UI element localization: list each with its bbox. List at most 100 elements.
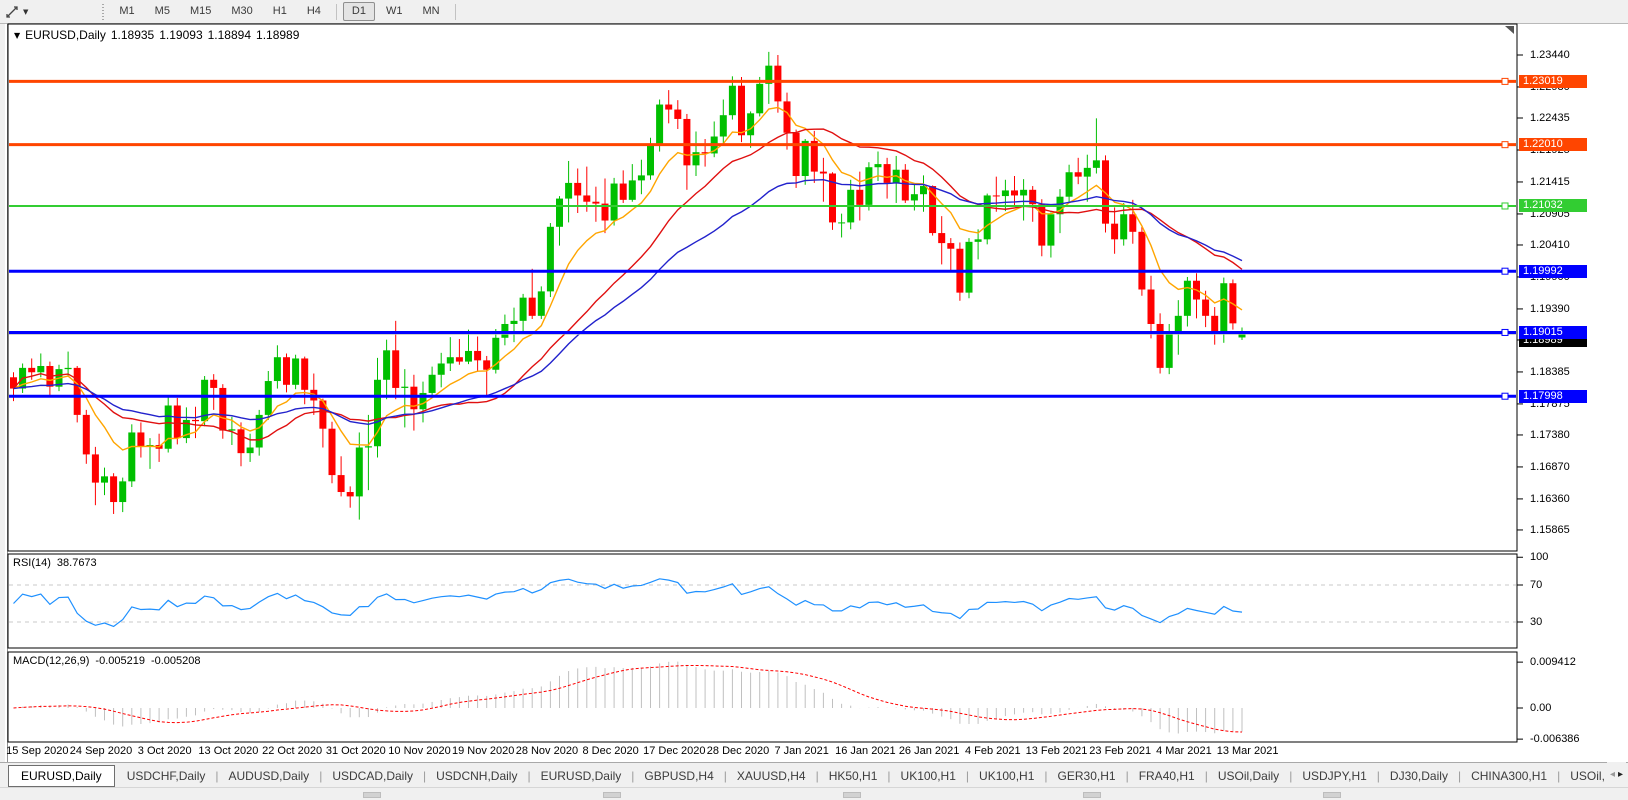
toolbar-grip[interactable]	[101, 3, 106, 20]
date-tick-label: 4 Mar 2021	[1156, 745, 1212, 757]
tab-scroll-left-icon[interactable]: ◂	[1609, 769, 1615, 780]
tab-separator: |	[527, 768, 531, 783]
chart-tab-3[interactable]: USDCAD,Daily	[332, 768, 413, 783]
candle-body	[392, 350, 400, 388]
candle-body	[647, 145, 654, 176]
candle-body	[810, 140, 818, 172]
candle-body	[492, 337, 500, 370]
candle-body	[519, 297, 527, 321]
candle-body	[592, 201, 600, 204]
timeframe-button-w1[interactable]: W1	[385, 5, 403, 17]
candle-body	[1174, 315, 1182, 334]
line-end-handle[interactable]	[1501, 267, 1509, 275]
line-end-handle[interactable]	[1501, 392, 1509, 400]
candle-body	[1038, 204, 1046, 246]
candle-body	[992, 195, 1000, 197]
line-end-handle[interactable]	[1501, 202, 1509, 210]
cursor-tool-button[interactable]: ▼	[2, 3, 31, 21]
status-strip-mark	[603, 792, 621, 798]
candle-body	[619, 183, 627, 200]
date-tick-label: 13 Feb 2021	[1025, 745, 1088, 757]
chart-tab-5[interactable]: EURUSD,Daily	[540, 768, 622, 783]
timeframe-button-d1[interactable]: D1	[342, 2, 375, 21]
candle-body	[510, 320, 518, 324]
tab-separator: |	[631, 768, 635, 783]
toolbar-separator	[335, 3, 337, 20]
chart-tab-11[interactable]: GER30,H1	[1057, 768, 1116, 783]
chart-tab-12[interactable]: FRA40,H1	[1138, 768, 1195, 783]
candle-body	[883, 164, 891, 183]
candle-body	[1020, 189, 1028, 196]
status-strip-mark	[1323, 792, 1341, 798]
tab-separator: |	[1376, 768, 1380, 783]
tab-separator: |	[1044, 768, 1048, 783]
timeframe-button-m1[interactable]: M1	[119, 5, 135, 17]
chart-tab-10[interactable]: UK100,H1	[979, 768, 1035, 783]
candle-body	[801, 140, 809, 177]
candle-body	[819, 171, 827, 174]
tab-scroll-right-icon[interactable]: ▸	[1617, 769, 1623, 780]
chart-tab-16[interactable]: CHINA300,H1	[1471, 768, 1548, 783]
candle-body	[1129, 214, 1137, 232]
candle-body	[656, 104, 664, 146]
chart-tab-9[interactable]: UK100,H1	[900, 768, 956, 783]
chart-tab-2[interactable]: AUDUSD,Daily	[228, 768, 310, 783]
price-tick-label: 1.17380	[1530, 428, 1570, 441]
chart-tab-15[interactable]: DJ30,Daily	[1389, 768, 1448, 783]
quote-open: 1.18935	[110, 28, 155, 42]
candle-body	[856, 189, 864, 205]
collapse-triangle-icon[interactable]: ▼	[14, 30, 21, 40]
candle-body	[838, 222, 846, 224]
candle-body	[874, 164, 882, 168]
chart-tab-7[interactable]: XAUUSD,H4	[736, 768, 806, 783]
timeframe-button-h4[interactable]: H4	[306, 5, 321, 17]
chart-tab-6[interactable]: GBPUSD,H4	[644, 768, 714, 783]
candle-body	[1102, 160, 1109, 224]
price-tick-label: 1.18385	[1530, 365, 1570, 378]
candle-body	[446, 357, 454, 364]
candle-body	[546, 226, 554, 292]
chart-tab-14[interactable]: USDJPY,H1	[1302, 768, 1367, 783]
line-end-handle[interactable]	[1501, 141, 1509, 149]
candle-body	[747, 113, 755, 136]
chart-tab-4[interactable]: USDCNH,Daily	[436, 768, 518, 783]
macd-name: MACD(12,26,9)	[13, 655, 90, 667]
level-price-label: 1.22010	[1519, 138, 1587, 152]
chart-canvas[interactable]	[0, 0, 1628, 762]
candle-body	[929, 186, 937, 234]
timeframe-button-h1[interactable]: H1	[272, 5, 287, 17]
date-tick-label: 17 Dec 2020	[643, 745, 706, 757]
line-end-handle[interactable]	[1501, 328, 1509, 336]
candle-body	[665, 104, 673, 110]
candle-body	[1083, 167, 1091, 177]
price-tick-label: 1.21415	[1530, 175, 1570, 188]
candle-body	[719, 115, 727, 137]
tab-separator: |	[1125, 768, 1129, 783]
candle-body	[974, 239, 982, 242]
candle-body	[938, 233, 946, 244]
chart-tab-17[interactable]: USOil,	[1570, 768, 1605, 783]
candle-body	[91, 454, 99, 483]
candle-body	[237, 429, 245, 454]
quote-high: 1.19093	[159, 28, 203, 42]
candle-body	[1211, 315, 1219, 335]
candle-body	[565, 182, 573, 199]
candle-body	[374, 379, 381, 447]
timeframe-button-m5[interactable]: M5	[154, 5, 170, 17]
timeframe-button-m15[interactable]: M15	[189, 5, 212, 17]
chart-tab-8[interactable]: HK50,H1	[828, 768, 878, 783]
candle-body	[610, 183, 618, 221]
chart-tab-1[interactable]: USDCHF,Daily	[126, 768, 206, 783]
chart-tab-0[interactable]: EURUSD,Daily	[8, 764, 115, 787]
candle-body	[1029, 189, 1037, 205]
candle-body	[792, 132, 800, 177]
candle-body	[28, 367, 36, 373]
timeframe-button-m30[interactable]: M30	[231, 5, 253, 17]
timeframe-button-mn[interactable]: MN	[422, 5, 440, 17]
line-end-handle[interactable]	[1501, 77, 1509, 85]
timeframe-buttons: M1 M5 M15 M30 H1 H4 D1 W1 MN	[109, 2, 460, 21]
chart-tab-13[interactable]: USOil,Daily	[1217, 768, 1280, 783]
candle-body	[455, 357, 463, 362]
macd-pane	[7, 651, 1518, 743]
candle-body	[192, 419, 199, 422]
